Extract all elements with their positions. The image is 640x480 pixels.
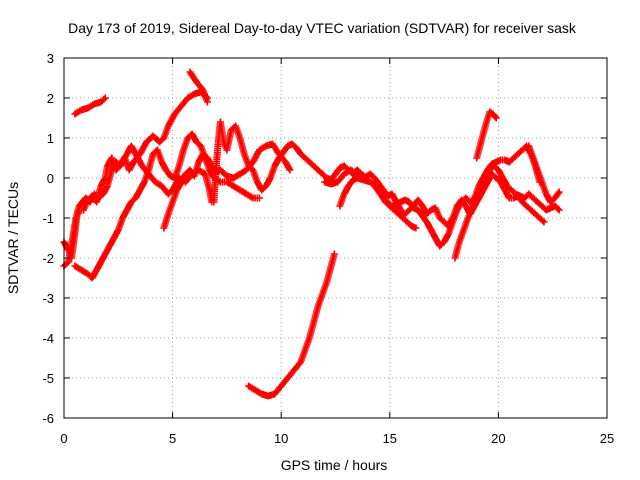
y-tick-label: 2 bbox=[47, 91, 54, 106]
series-trace-i bbox=[336, 174, 420, 232]
series-markers-trace-d bbox=[60, 142, 216, 270]
y-tick-label: 3 bbox=[47, 51, 54, 66]
data-series-layer bbox=[60, 68, 563, 400]
series-markers-trace-f bbox=[160, 140, 294, 232]
x-tick-label: 0 bbox=[60, 431, 67, 446]
series-markers-trace-j bbox=[451, 162, 563, 262]
series-markers-trace-e bbox=[71, 130, 263, 282]
series-markers-trace-m bbox=[245, 250, 338, 400]
x-tick-label: 20 bbox=[491, 431, 505, 446]
x-tick-label: 15 bbox=[383, 431, 397, 446]
series-trace-j bbox=[451, 162, 563, 262]
y-tick-label: -4 bbox=[42, 331, 54, 346]
series-trace-c bbox=[71, 94, 109, 118]
series-markers-trace-c bbox=[71, 94, 109, 118]
y-tick-label: 1 bbox=[47, 131, 54, 146]
series-trace-k bbox=[473, 108, 500, 162]
y-tick-label: -2 bbox=[42, 251, 54, 266]
y-tick-label: -6 bbox=[42, 411, 54, 426]
series-trace-e bbox=[71, 130, 263, 282]
grid bbox=[64, 58, 607, 418]
series-trace-d bbox=[60, 142, 216, 270]
series-trace-f bbox=[160, 140, 294, 232]
chart-title: Day 173 of 2019, Sidereal Day-to-day VTE… bbox=[68, 20, 577, 36]
x-tick-label: 25 bbox=[600, 431, 614, 446]
series-trace-b bbox=[186, 68, 211, 106]
x-axis-label: GPS time / hours bbox=[281, 457, 388, 473]
plot-frame bbox=[63, 57, 608, 419]
y-axis-label: SDTVAR / TECUs bbox=[5, 182, 21, 294]
series-markers-trace-i bbox=[336, 174, 420, 232]
y-tick-label: -5 bbox=[42, 371, 54, 386]
axis-ticks: 0 5 10 15 20 25 -6 -5 -4 -3 -2 -1 0 1 2 3 bbox=[42, 51, 614, 446]
series-trace-l bbox=[525, 142, 563, 206]
y-tick-label: 0 bbox=[47, 171, 54, 186]
series-trace-m bbox=[245, 250, 338, 400]
series-markers-trace-k bbox=[473, 108, 500, 162]
series-markers-trace-l bbox=[525, 142, 563, 206]
x-tick-label: 5 bbox=[169, 431, 176, 446]
y-tick-label: -3 bbox=[42, 291, 54, 306]
y-tick-label: -1 bbox=[42, 211, 54, 226]
series-markers-trace-b bbox=[186, 68, 211, 106]
x-tick-label: 10 bbox=[274, 431, 288, 446]
